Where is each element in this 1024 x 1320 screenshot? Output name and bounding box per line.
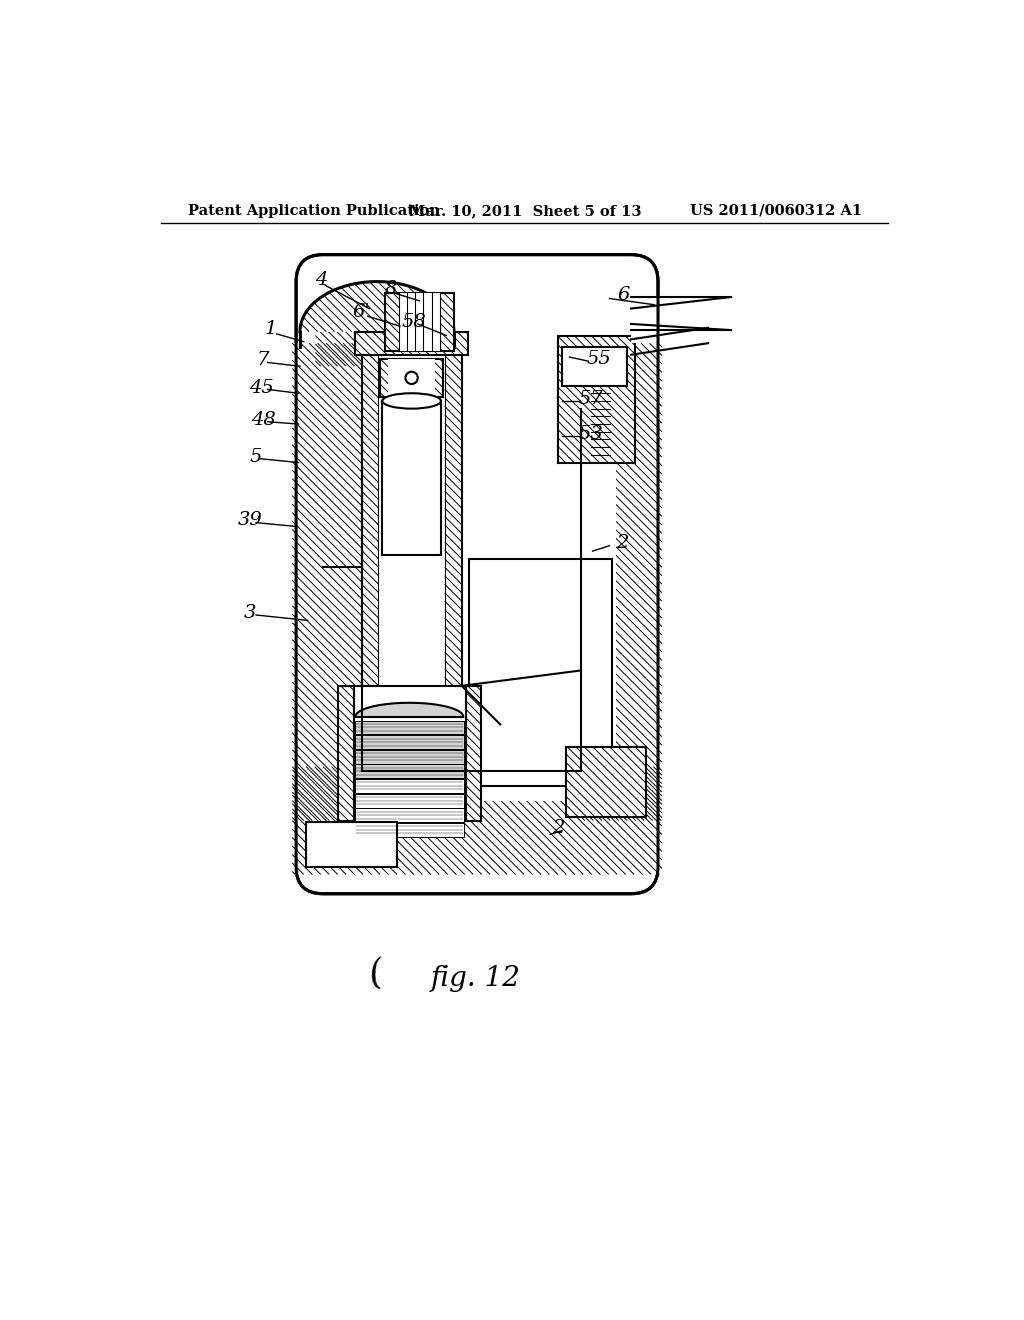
Bar — [355, 331, 468, 355]
Text: (: ( — [366, 956, 385, 991]
Text: 53: 53 — [579, 425, 603, 444]
Bar — [355, 721, 464, 734]
Bar — [361, 359, 535, 767]
Text: 55: 55 — [587, 350, 611, 367]
Text: Mar. 10, 2011  Sheet 5 of 13: Mar. 10, 2011 Sheet 5 of 13 — [409, 203, 641, 218]
Text: 57: 57 — [579, 389, 603, 408]
Bar — [315, 297, 454, 367]
Text: 6: 6 — [617, 286, 630, 305]
Text: fig. 12: fig. 12 — [431, 965, 521, 991]
Ellipse shape — [382, 393, 441, 409]
Text: 1: 1 — [264, 321, 276, 338]
Text: 58: 58 — [401, 313, 426, 330]
Bar — [306, 822, 397, 867]
Bar — [355, 735, 464, 748]
Text: 6': 6' — [352, 304, 371, 321]
Text: 4: 4 — [315, 271, 328, 289]
Bar — [355, 764, 464, 779]
Bar — [355, 793, 464, 808]
Text: 7: 7 — [257, 351, 269, 370]
Bar — [339, 686, 354, 821]
Bar — [385, 293, 454, 351]
Text: 45: 45 — [249, 379, 273, 397]
Text: Patent Application Publication: Patent Application Publication — [188, 203, 440, 218]
Text: 48: 48 — [251, 412, 275, 429]
Bar — [558, 335, 635, 462]
Bar — [562, 347, 628, 385]
Bar — [380, 359, 443, 397]
Text: 5: 5 — [249, 449, 261, 466]
Bar — [581, 343, 662, 821]
Text: 2: 2 — [615, 535, 628, 552]
Bar — [466, 686, 481, 821]
Text: 2: 2 — [552, 820, 564, 837]
Circle shape — [406, 372, 418, 384]
Bar — [444, 355, 462, 686]
Bar — [388, 359, 435, 397]
Bar — [355, 779, 464, 793]
Bar — [292, 343, 366, 821]
Bar — [300, 281, 454, 331]
Bar — [379, 355, 444, 686]
Text: 39: 39 — [238, 511, 262, 529]
Bar — [366, 432, 615, 801]
Bar — [631, 297, 731, 330]
Text: 3: 3 — [244, 603, 256, 622]
Bar — [292, 767, 662, 874]
Bar — [382, 401, 441, 554]
FancyBboxPatch shape — [296, 255, 658, 894]
Bar — [631, 327, 708, 343]
Bar — [361, 355, 379, 686]
Bar — [469, 558, 611, 785]
Text: 8: 8 — [385, 280, 397, 298]
Bar — [355, 822, 464, 837]
Bar — [355, 750, 464, 763]
Bar — [355, 808, 464, 822]
Bar — [354, 686, 466, 821]
Text: US 2011/0060312 A1: US 2011/0060312 A1 — [690, 203, 862, 218]
Bar — [398, 293, 440, 351]
Bar — [565, 747, 646, 817]
